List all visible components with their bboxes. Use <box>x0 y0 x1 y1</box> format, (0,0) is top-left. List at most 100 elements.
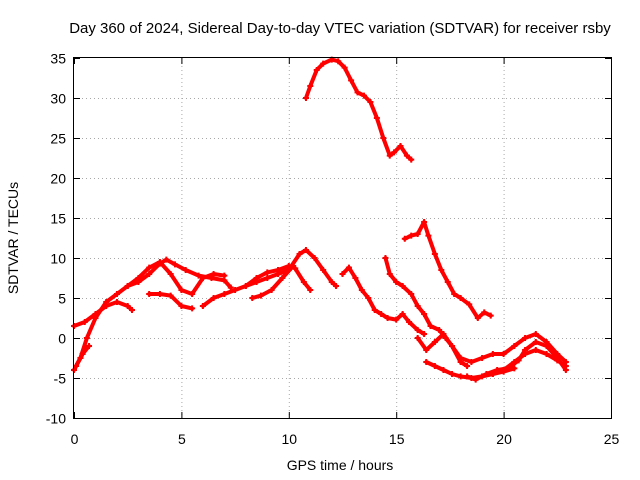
data-point <box>320 267 327 273</box>
data-point <box>221 291 228 297</box>
data-point <box>156 259 163 265</box>
data-point <box>457 295 464 301</box>
data-point <box>113 299 120 305</box>
data-point <box>451 291 458 297</box>
data-point <box>178 287 185 293</box>
data-point <box>360 92 367 99</box>
data-point <box>414 303 421 309</box>
y-axis-title: SDTVAR / TECUs <box>5 182 21 294</box>
data-point <box>468 375 475 381</box>
data-point <box>128 307 135 313</box>
data-point <box>171 261 178 268</box>
data-point <box>199 275 206 281</box>
data-point <box>290 263 297 269</box>
data-point <box>135 275 142 281</box>
data-point <box>320 60 327 67</box>
data-point <box>406 319 413 325</box>
data-point <box>399 283 406 289</box>
data-point <box>449 343 456 349</box>
data-point <box>178 303 185 309</box>
data-point <box>554 357 561 364</box>
data-point <box>399 311 406 317</box>
data-point <box>146 264 153 271</box>
data-point <box>163 256 170 263</box>
data-point <box>386 271 393 277</box>
data-point <box>393 279 400 285</box>
series-arc-16 <box>424 360 517 380</box>
y-tick-label: 5 <box>58 291 66 307</box>
data-point <box>522 335 529 341</box>
data-point <box>307 83 314 89</box>
data-point <box>302 95 309 101</box>
data-point <box>487 312 494 319</box>
series-arc-13 <box>415 332 568 364</box>
data-point <box>511 343 518 349</box>
data-point <box>423 359 430 365</box>
data-point <box>365 295 372 301</box>
data-point <box>156 291 163 297</box>
data-point <box>182 267 189 273</box>
data-point <box>438 267 445 273</box>
data-point <box>242 283 249 289</box>
data-point <box>384 315 391 321</box>
data-point <box>345 264 352 271</box>
data-point <box>468 359 475 365</box>
data-point <box>335 58 342 65</box>
data-point <box>195 272 202 279</box>
data-point <box>311 255 318 261</box>
data-point <box>500 351 507 357</box>
series-arc-15 <box>490 348 568 376</box>
data-point <box>358 287 365 293</box>
data-point <box>113 291 120 297</box>
data-point <box>393 316 400 323</box>
y-tick-label: 10 <box>50 251 66 267</box>
x-axis-title: GPS time / hours <box>287 457 394 473</box>
data-point <box>354 89 361 96</box>
y-tick-label: -10 <box>46 411 66 427</box>
data-point <box>313 67 320 73</box>
data-point <box>403 152 410 159</box>
data-point <box>436 327 443 333</box>
data-point <box>124 303 131 309</box>
data-point <box>257 292 264 299</box>
data-point <box>532 347 539 353</box>
data-point <box>296 251 303 257</box>
data-point <box>146 271 153 277</box>
data-point <box>423 347 430 353</box>
series-arc-1 <box>304 57 414 162</box>
data-point <box>431 363 438 369</box>
series-group <box>71 56 569 383</box>
data-point <box>210 295 217 301</box>
data-point <box>386 152 393 159</box>
data-point <box>511 365 518 372</box>
data-point <box>328 279 335 285</box>
grid <box>74 58 611 418</box>
data-point <box>414 335 421 341</box>
data-point <box>382 255 389 261</box>
data-point <box>511 359 518 365</box>
data-point <box>302 247 309 253</box>
data-point <box>532 339 539 345</box>
data-point <box>339 271 346 277</box>
data-point <box>189 305 196 312</box>
y-tick-label: 35 <box>50 51 66 67</box>
data-point <box>352 275 359 281</box>
y-tick-label: 25 <box>50 131 66 147</box>
data-point <box>371 307 378 313</box>
data-point <box>79 351 86 357</box>
data-point <box>543 351 550 357</box>
data-point <box>307 287 314 293</box>
data-point <box>500 368 507 375</box>
data-point <box>81 319 88 325</box>
y-tick-label: 0 <box>58 331 66 347</box>
ticks <box>74 58 612 419</box>
data-point <box>103 303 110 309</box>
data-point <box>380 135 387 141</box>
data-point <box>391 149 398 156</box>
data-point <box>457 373 464 380</box>
data-point <box>489 371 496 377</box>
data-point <box>92 311 99 317</box>
data-point <box>532 331 539 337</box>
data-point <box>210 271 217 277</box>
